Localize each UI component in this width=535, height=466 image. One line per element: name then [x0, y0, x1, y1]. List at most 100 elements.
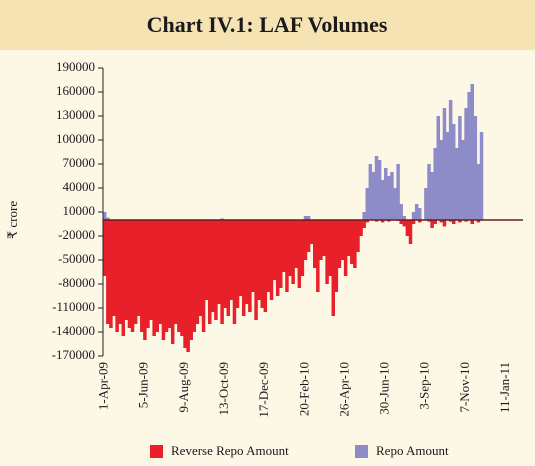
bar — [337, 220, 342, 268]
bar — [464, 108, 468, 220]
y-tick-label: 10000 — [63, 203, 96, 218]
bar — [180, 220, 184, 336]
bar — [186, 220, 190, 352]
y-tick-label: 70000 — [63, 155, 96, 170]
bar — [340, 220, 345, 260]
x-tick-label: 26-Apr-10 — [336, 362, 351, 417]
bar — [411, 220, 416, 224]
bar — [211, 220, 215, 312]
bar — [204, 220, 209, 300]
bar — [393, 188, 397, 220]
bar — [303, 216, 308, 220]
bar — [402, 220, 407, 227]
bar — [226, 220, 231, 316]
bar — [272, 220, 277, 280]
bar — [433, 220, 437, 224]
y-tick-label: -80000 — [58, 275, 95, 290]
chart-title: Chart IV.1: LAF Volumes — [147, 12, 388, 37]
bar — [282, 220, 286, 272]
x-tick-label: 9-Aug-09 — [176, 362, 191, 413]
bar — [124, 220, 129, 320]
bar — [103, 212, 107, 220]
bar — [220, 218, 224, 220]
bar — [214, 220, 218, 320]
y-tick-label: 190000 — [56, 59, 95, 74]
bar — [380, 180, 385, 220]
bar — [238, 220, 243, 296]
bar — [167, 220, 172, 328]
x-tick-label: 11-Jan-11 — [497, 362, 512, 413]
bar — [275, 220, 280, 296]
bar — [470, 84, 474, 220]
bar — [353, 220, 357, 268]
bar — [245, 220, 249, 304]
legend-label: Reverse Repo Amount — [171, 443, 289, 458]
bar — [198, 220, 203, 316]
bar — [399, 220, 403, 224]
bar — [343, 220, 348, 276]
bar — [424, 188, 428, 220]
bar — [195, 220, 200, 324]
bar — [368, 164, 373, 220]
x-tick-label: 7-Nov-10 — [457, 362, 472, 413]
bar — [448, 220, 453, 222]
bar — [387, 220, 391, 222]
bar — [115, 220, 119, 332]
bar — [229, 220, 234, 300]
bar — [374, 220, 379, 222]
y-tick-label: -140000 — [52, 323, 95, 338]
bar — [371, 172, 376, 220]
bar — [399, 204, 403, 220]
title-banner — [0, 0, 535, 50]
bar — [146, 220, 150, 328]
bar — [418, 208, 422, 220]
bar — [109, 220, 113, 328]
bar — [189, 220, 193, 340]
bar — [285, 220, 289, 292]
bar — [251, 220, 255, 292]
bar — [458, 220, 462, 223]
bar — [254, 220, 258, 320]
bar — [328, 220, 332, 276]
bar — [448, 100, 453, 220]
y-tick-label: 100000 — [56, 131, 95, 146]
bar — [155, 220, 159, 332]
bar — [384, 168, 388, 220]
y-axis-label: ₹ crore — [5, 201, 20, 239]
bar — [313, 220, 317, 268]
x-tick-label: 17-Dec-09 — [256, 362, 271, 418]
bar — [451, 220, 456, 224]
legend-swatch — [355, 445, 368, 458]
bar — [248, 220, 252, 312]
bar — [177, 220, 181, 332]
bar — [223, 220, 227, 308]
bar — [121, 220, 126, 336]
bar — [430, 172, 434, 220]
bar — [418, 220, 422, 223]
bar — [279, 220, 283, 288]
bar — [220, 220, 224, 324]
bar — [106, 217, 110, 220]
bar — [411, 212, 416, 220]
bar — [103, 220, 107, 276]
bar — [439, 220, 444, 223]
bar — [377, 160, 382, 220]
bar — [464, 220, 468, 222]
bar — [158, 220, 163, 324]
bar — [365, 220, 369, 223]
bar — [479, 132, 484, 220]
bar — [427, 220, 431, 222]
bar — [396, 164, 400, 220]
bar — [257, 220, 261, 300]
bar — [303, 220, 308, 260]
bar — [387, 176, 391, 220]
bar — [334, 220, 339, 292]
y-tick-label: 160000 — [56, 83, 95, 98]
bar — [405, 220, 410, 236]
bar — [183, 220, 187, 348]
bar — [365, 188, 369, 220]
bar — [140, 220, 144, 332]
x-tick-label: 1-Apr-09 — [96, 362, 111, 410]
y-tick-label: -110000 — [52, 299, 95, 314]
bar — [433, 148, 437, 220]
